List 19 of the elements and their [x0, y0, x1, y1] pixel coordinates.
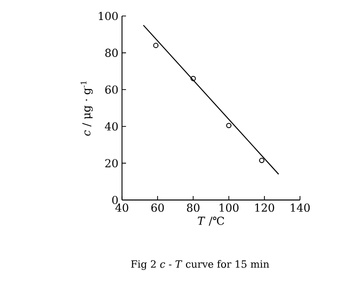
y-tick-label: 40	[104, 122, 118, 131]
point	[190, 76, 196, 82]
x-tick-label: 100	[220, 204, 239, 212]
x-tick-label: 120	[255, 204, 274, 212]
caption: Fig 2 c - T curve for 15 min	[131, 260, 270, 270]
x-tick-label: 80	[186, 204, 200, 212]
point	[259, 158, 264, 164]
y-tick-label: 60	[105, 85, 118, 94]
x-axis-title: T /℃	[198, 216, 224, 226]
y-axis-title: c / μg · g$^{-1}$	[80, 81, 93, 136]
y-tick-label: 20	[105, 159, 118, 168]
y-tick-label: 80	[105, 48, 118, 57]
x-tick-label: 60	[151, 204, 164, 212]
point	[153, 42, 158, 48]
y-tick-label: 100	[98, 12, 118, 20]
x-tick-label: 140	[290, 204, 310, 212]
x-tick-label: 40	[115, 204, 128, 212]
y-tick-label: 0	[112, 196, 118, 204]
point	[226, 122, 232, 128]
